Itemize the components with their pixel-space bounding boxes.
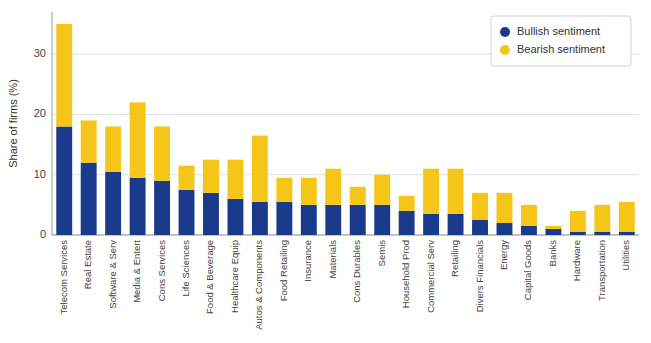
x-tick-label: Hardware bbox=[571, 240, 582, 281]
bar-segment bbox=[570, 211, 586, 232]
bar-segment bbox=[497, 193, 513, 223]
bar-segment bbox=[105, 172, 121, 235]
bar-segment bbox=[374, 175, 390, 205]
x-tick-label: Capital Goods bbox=[522, 240, 533, 300]
bar-segment bbox=[619, 232, 635, 235]
bar-segment bbox=[301, 205, 317, 235]
bar-segment bbox=[130, 102, 146, 177]
x-tick-label: Life Sciences bbox=[180, 240, 191, 297]
x-tick-label: Cons Services bbox=[156, 240, 167, 301]
bar-segment bbox=[399, 211, 415, 235]
x-tick-label: Energy bbox=[498, 240, 509, 270]
x-tick-label: Transportation bbox=[596, 240, 607, 301]
x-tick-label: Healthcare Equip bbox=[229, 240, 240, 313]
bar-segment bbox=[203, 160, 219, 193]
bar-segment bbox=[203, 193, 219, 235]
bar-segment bbox=[227, 199, 243, 235]
bar-segment bbox=[179, 190, 195, 235]
x-tick-label: Cons Durables bbox=[351, 240, 362, 303]
x-tick-label: Utilities bbox=[620, 240, 631, 271]
bar-segment bbox=[179, 166, 195, 190]
bar-segment bbox=[81, 163, 97, 235]
chart-svg: 0 10 20 30 Telecom Services Real Estate Softwa… bbox=[0, 0, 651, 343]
bar-segment bbox=[423, 169, 439, 214]
y-tick-label: 30 bbox=[34, 47, 46, 59]
bar-segment bbox=[423, 214, 439, 235]
x-tick-label: Insurance bbox=[302, 240, 313, 282]
x-tick-label: Food & Beverage bbox=[204, 240, 215, 314]
legend-swatch bbox=[500, 45, 510, 55]
legend-label: Bearish sentiment bbox=[517, 43, 605, 55]
x-tick-label: Divers Financials bbox=[474, 240, 485, 313]
bar-segment bbox=[276, 178, 292, 202]
bar-segment bbox=[252, 202, 268, 235]
bar-segment bbox=[154, 127, 170, 181]
x-tick-label: Materials bbox=[327, 240, 338, 279]
bar-segment bbox=[325, 205, 341, 235]
bar-segment bbox=[252, 136, 268, 202]
bar-segment bbox=[448, 169, 464, 214]
bar-segment bbox=[374, 205, 390, 235]
bar-segment bbox=[619, 202, 635, 232]
x-tick-label: Software & Serv bbox=[107, 240, 118, 309]
legend: Bullish sentiment Bearish sentiment bbox=[491, 16, 631, 66]
x-tick-label: Real Estate bbox=[82, 240, 93, 289]
bar-segment bbox=[105, 127, 121, 172]
chart-container: 0 10 20 30 Telecom Services Real Estate Softwa… bbox=[0, 0, 651, 343]
bar-segment bbox=[521, 226, 537, 235]
bar-segment bbox=[521, 205, 537, 226]
legend-label: Bullish sentiment bbox=[517, 25, 600, 37]
bar-segment bbox=[227, 160, 243, 199]
bar-segment bbox=[497, 223, 513, 235]
y-axis-line bbox=[52, 12, 53, 235]
bar-segment bbox=[399, 196, 415, 211]
y-tick-label: 10 bbox=[34, 168, 46, 180]
x-tick-label: Banks bbox=[547, 240, 558, 267]
x-tick-label: Retailing bbox=[449, 240, 460, 277]
bar-segment bbox=[448, 214, 464, 235]
bar-segment bbox=[570, 232, 586, 235]
grid bbox=[52, 54, 639, 235]
bar-segment bbox=[325, 169, 341, 205]
y-tick-label: 0 bbox=[40, 228, 46, 240]
bar-segment bbox=[472, 193, 488, 220]
legend-frame bbox=[491, 16, 631, 66]
x-tick-label: Food Retailing bbox=[278, 240, 289, 301]
x-tick-label: Media & Entert bbox=[131, 240, 142, 303]
y-tick-label: 20 bbox=[34, 107, 46, 119]
x-tick-label: Semis bbox=[376, 240, 387, 267]
x-tick-label: Household Prod bbox=[400, 240, 411, 308]
legend-swatch bbox=[500, 27, 510, 37]
bar-segment bbox=[472, 220, 488, 235]
bar-segment bbox=[350, 187, 366, 205]
bar-segment bbox=[545, 229, 561, 235]
bar-segment bbox=[594, 205, 610, 232]
bar-segment bbox=[154, 181, 170, 235]
bar-segment bbox=[276, 202, 292, 235]
bar-segment bbox=[350, 205, 366, 235]
bar-segment bbox=[594, 232, 610, 235]
bar-segment bbox=[130, 178, 146, 235]
x-tick-label: Autos & Components bbox=[253, 240, 264, 330]
x-tick-label: Commercial Serv bbox=[425, 240, 436, 313]
y-axis-label: Share of firms (%) bbox=[7, 79, 19, 168]
bar-segment bbox=[56, 24, 72, 126]
bar-segment bbox=[301, 178, 317, 205]
bar-segment bbox=[81, 120, 97, 162]
bar-segment bbox=[545, 226, 561, 229]
x-tick-label: Telecom Services bbox=[58, 240, 69, 315]
bar-segment bbox=[56, 127, 72, 235]
